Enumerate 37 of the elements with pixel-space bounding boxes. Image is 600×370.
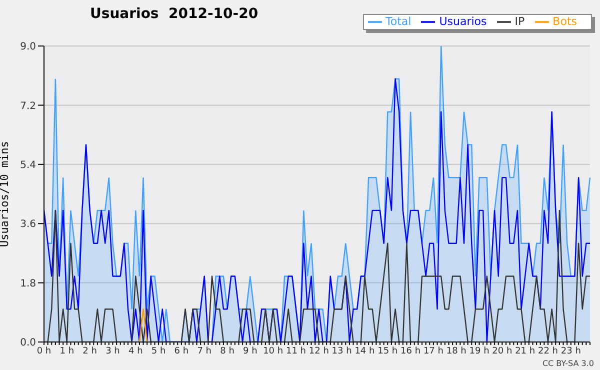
x-tick-label: 3 h [106, 346, 120, 356]
y-tick-label: 9.0 [20, 42, 36, 53]
text: CC BY-SA 3.0 [542, 359, 594, 368]
x-tick-label: 4 h [128, 346, 143, 356]
y-tick-label: 1.8 [20, 278, 36, 290]
x-tick-label: 19 h [469, 346, 490, 356]
legend-label: Bots [552, 15, 577, 28]
legend-label: IP [514, 15, 525, 28]
x-tick-label: 18 h [446, 346, 466, 356]
y-tick-label: 3.6 [20, 219, 36, 230]
x-tick-label: 10 h [263, 346, 284, 356]
x-tick-label: 9 h [243, 346, 258, 356]
x-tick-label: 20 h [492, 346, 512, 356]
x-tick-label: 14 h [354, 346, 375, 356]
x-tick-label: 1 h [60, 346, 74, 356]
legend-label: Total [386, 15, 412, 28]
x-tick-label: 5 h [151, 346, 166, 356]
y-tick-label: 7.2 [20, 100, 36, 112]
x-tick-label: 0 h [36, 346, 52, 356]
x-tick-label: 17 h [423, 346, 444, 356]
y-tick-label: 5.4 [20, 160, 36, 171]
x-tick-label: 7 h [197, 346, 212, 356]
chart-title: Usuarios 2012-10-20 [90, 6, 258, 22]
x-tick-label: 16 h [400, 346, 421, 356]
x-tick-label: 15 h [378, 346, 398, 356]
x-tick-label: 21 h [515, 346, 536, 356]
x-tick-label: 11 h [286, 346, 306, 356]
x-tick-label: 22 h [538, 346, 558, 356]
x-tick-label: 6 h [174, 346, 189, 356]
x-tick-label: 23 h [560, 346, 581, 356]
x-tick-label: 8 h [220, 346, 234, 356]
x-tick-label: 2 h [82, 346, 97, 356]
legend-label: Usuarios [439, 15, 487, 28]
x-tick-label: 13 h [332, 346, 352, 356]
x-tick-label: 12 h [308, 346, 329, 356]
y-tick-label: 0.0 [20, 338, 36, 349]
y-axis-title: Usuarios/10 mins [0, 141, 11, 247]
